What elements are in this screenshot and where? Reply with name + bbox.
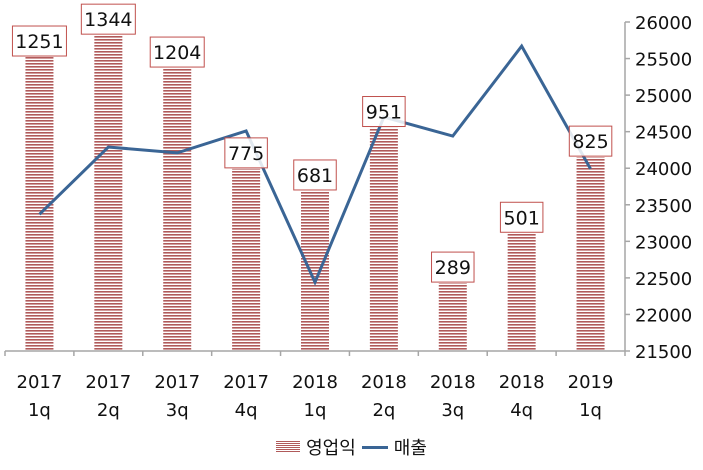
bar-value-label: 1251 [15,31,63,53]
legend-item-operating-profit: 영업익 [276,434,356,460]
y-tick-label: 24500 [635,123,692,144]
x-tick-label: 4q [235,400,258,421]
y-tick-label: 26000 [635,13,692,34]
x-tick-label: 2019 [568,372,614,393]
x-axis-ticks: 2017 1q 2017 2q 2017 3q 2017 4q 2018 1q 2018 2q 2018… [17,372,614,421]
x-tick-label: 2017 [223,372,269,393]
bar [576,157,605,351]
line-swatch-icon [361,445,388,449]
y-tick-label: 25000 [635,86,692,107]
bar [163,68,192,351]
y-tick-label: 21500 [635,342,692,363]
x-tick-label: 2018 [361,372,407,393]
bar-swatch-icon [276,441,301,453]
bar [438,283,467,351]
data-labels: 1251 1344 1204 775 681 951 289 501 825 [11,3,613,283]
x-tick-label: 2018 [292,372,338,393]
bar-value-label: 951 [366,102,402,124]
y-tick-label: 24000 [635,159,692,180]
x-tick-label: 4q [510,400,533,421]
bar-series-operating-profit [25,35,605,351]
right-y-axis-ticks: 26000 25500 25000 24500 24000 23500 23000 22500… [635,13,692,363]
x-tick-label: 2017 [154,372,200,393]
legend-label-sales: 매출 [393,438,427,459]
legend: 영업익 매출 [0,434,703,460]
legend-label-operating-profit: 영업익 [306,438,356,459]
y-tick-label: 23000 [635,232,692,253]
x-tick-label: 3q [166,400,189,421]
bar-value-label: 501 [504,207,540,229]
bar-value-label: 681 [297,165,333,187]
legend-item-sales: 매출 [361,434,427,460]
y-tick-label: 25500 [635,50,692,71]
line-series-sales [38,43,592,287]
x-tick-label: 2q [372,400,395,421]
y-tick-label: 23500 [635,196,692,217]
x-tick-label: 1q [304,400,327,421]
bar-value-label: 1204 [153,42,201,64]
x-tick-label: 2017 [85,372,131,393]
bar-value-label: 289 [435,257,471,279]
axes [4,21,630,356]
x-tick-label: 2017 [17,372,63,393]
bar [369,127,398,351]
x-tick-label: 1q [579,400,602,421]
x-tick-label: 1q [28,400,51,421]
bar-value-label: 825 [572,131,608,153]
bar [301,190,329,351]
x-tick-label: 2q [97,400,120,421]
y-tick-label: 22000 [635,305,692,326]
x-tick-label: 3q [441,400,464,421]
y-tick-label: 22500 [635,269,692,290]
bar [507,233,536,351]
x-tick-label: 2018 [499,372,545,393]
x-tick-label: 2018 [430,372,476,393]
bar [94,35,123,351]
bar [232,168,261,351]
bar-value-label: 1344 [84,9,132,31]
bar-value-label: 775 [228,143,264,165]
